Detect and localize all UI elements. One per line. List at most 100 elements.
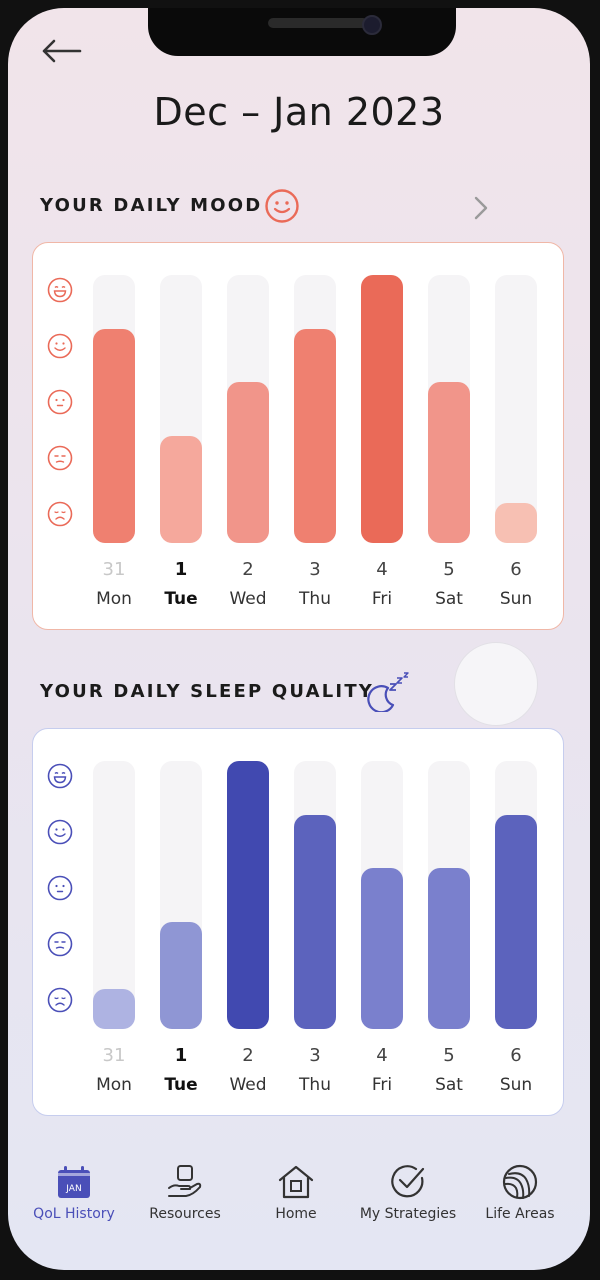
- sleep-day-name: Wed: [229, 1075, 267, 1095]
- sleep-day-name: Tue: [164, 1075, 198, 1095]
- sleep-bar[interactable]: [361, 868, 403, 1029]
- sleep-day-name: Thu: [299, 1075, 331, 1095]
- sleep-bar[interactable]: [294, 814, 336, 1029]
- laughing-face-icon: [47, 277, 73, 303]
- sleep-bar-track: [294, 761, 336, 1029]
- chevron-right-icon[interactable]: [470, 195, 492, 221]
- sleep-scale-face: [47, 931, 73, 957]
- camera: [362, 15, 382, 35]
- mood-bar[interactable]: [428, 382, 470, 543]
- sleep-bar[interactable]: [495, 814, 537, 1029]
- laughing-face-icon: [47, 763, 73, 789]
- nav-item-label: My Strategies: [359, 1206, 457, 1222]
- mood-scale-face: [47, 389, 73, 415]
- sleep-day-name: Fri: [371, 1075, 393, 1095]
- smile-icon: [265, 189, 299, 223]
- floating-action-button[interactable]: [454, 642, 538, 726]
- nav-item-home[interactable]: Home: [238, 1164, 354, 1222]
- life-areas-icon: [462, 1164, 578, 1200]
- nav-item-label: QoL History: [33, 1206, 115, 1222]
- mood-bar[interactable]: [294, 328, 336, 543]
- mood-scale-face: [47, 277, 73, 303]
- sleep-scale-face: [47, 987, 73, 1013]
- app-screen: Dec – Jan 2023 YOUR DAILY MOOD 31 Mon 1 Tue…: [8, 8, 590, 1270]
- mood-bar-track: [227, 275, 269, 543]
- smiling-face-icon: [47, 819, 73, 845]
- sad-face-icon: [47, 987, 73, 1013]
- mood-day-name: Thu: [299, 589, 331, 609]
- svg-text:JAN: JAN: [65, 1184, 81, 1194]
- sleep-scale-face: [47, 875, 73, 901]
- nav-item-qol-history[interactable]: JAN QoL History: [16, 1164, 132, 1222]
- sleep-chart-card: 31 Mon 1 Tue 2 Wed 3 Thu 4 Fri 5 Sat 6 Sun: [32, 728, 564, 1116]
- sleep-day-name: Sun: [499, 1075, 533, 1095]
- mood-bar[interactable]: [160, 435, 202, 543]
- mood-bar[interactable]: [361, 275, 403, 543]
- mood-bar-track: [495, 275, 537, 543]
- neutral-face-icon: [47, 389, 73, 415]
- nav-item-resources[interactable]: Resources: [127, 1164, 243, 1222]
- mood-day-name: Fri: [371, 589, 393, 609]
- mood-day-number: 4: [376, 559, 388, 580]
- mood-bar[interactable]: [495, 502, 537, 543]
- hand-box-icon: [127, 1164, 243, 1200]
- sleep-bar-track: [227, 761, 269, 1029]
- mood-day-number: 3: [309, 559, 321, 580]
- nav-item-label: Home: [275, 1206, 317, 1222]
- calendar-icon: JAN: [16, 1164, 132, 1200]
- mood-scale-face: [47, 333, 73, 359]
- smiling-face-icon: [47, 333, 73, 359]
- sleep-day-name: Sat: [435, 1075, 463, 1095]
- mood-bar-track: [93, 275, 135, 543]
- mood-day-name: Wed: [229, 589, 267, 609]
- mood-day-number: 1: [174, 559, 188, 580]
- sleep-bar-track: [160, 761, 202, 1029]
- mood-scale-face: [47, 445, 73, 471]
- sleep-section-title: YOUR DAILY SLEEP QUALITY: [40, 681, 375, 702]
- neutral-face-icon: [47, 875, 73, 901]
- sleep-day-number: 3: [309, 1045, 321, 1066]
- back-arrow-icon[interactable]: [40, 36, 84, 66]
- sleep-bar-track: [93, 761, 135, 1029]
- mood-scale-face: [47, 501, 73, 527]
- mood-day-number: 31: [102, 559, 126, 580]
- mood-chart-card: 31 Mon 1 Tue 2 Wed 3 Thu 4 Fri 5 Sat 6 Sun: [32, 242, 564, 630]
- mood-bar[interactable]: [93, 328, 135, 543]
- mood-bar-track: [294, 275, 336, 543]
- sleep-bar-track: [495, 761, 537, 1029]
- sleep-scale-face: [47, 819, 73, 845]
- mood-bar-track: [160, 275, 202, 543]
- nav-item-my-strategies[interactable]: My Strategies: [350, 1164, 466, 1222]
- sleep-bar[interactable]: [93, 988, 135, 1029]
- mood-day-name: Tue: [164, 589, 198, 609]
- sleep-bar[interactable]: [227, 761, 269, 1029]
- mood-day-name: Mon: [96, 589, 132, 609]
- sleep-bar[interactable]: [160, 921, 202, 1029]
- notch: [148, 8, 456, 56]
- sleep-day-number: 31: [102, 1045, 126, 1066]
- home-icon: [238, 1164, 354, 1200]
- mood-day-number: 6: [510, 559, 522, 580]
- sleep-day-number: 5: [443, 1045, 455, 1066]
- sleep-day-number: 6: [510, 1045, 522, 1066]
- check-circle-icon: [350, 1164, 466, 1200]
- mood-day-number: 2: [242, 559, 254, 580]
- sleep-bar[interactable]: [428, 868, 470, 1029]
- nav-item-label: Life Areas: [485, 1206, 555, 1222]
- sad-face-icon: [47, 501, 73, 527]
- sleep-bar-track: [361, 761, 403, 1029]
- nav-item-life-areas[interactable]: Life Areas: [462, 1164, 578, 1222]
- sleep-bar-track: [428, 761, 470, 1029]
- sleep-day-number: 4: [376, 1045, 388, 1066]
- mood-bar-track: [361, 275, 403, 543]
- mood-day-number: 5: [443, 559, 455, 580]
- speaker: [268, 18, 368, 28]
- sleep-scale-face: [47, 763, 73, 789]
- sleep-zzz-icon: [367, 672, 409, 712]
- mood-section-title: YOUR DAILY MOOD: [40, 195, 263, 216]
- mood-day-name: Sat: [435, 589, 463, 609]
- page-title: Dec – Jan 2023: [153, 90, 445, 134]
- sleep-day-number: 2: [242, 1045, 254, 1066]
- mood-bar[interactable]: [227, 382, 269, 543]
